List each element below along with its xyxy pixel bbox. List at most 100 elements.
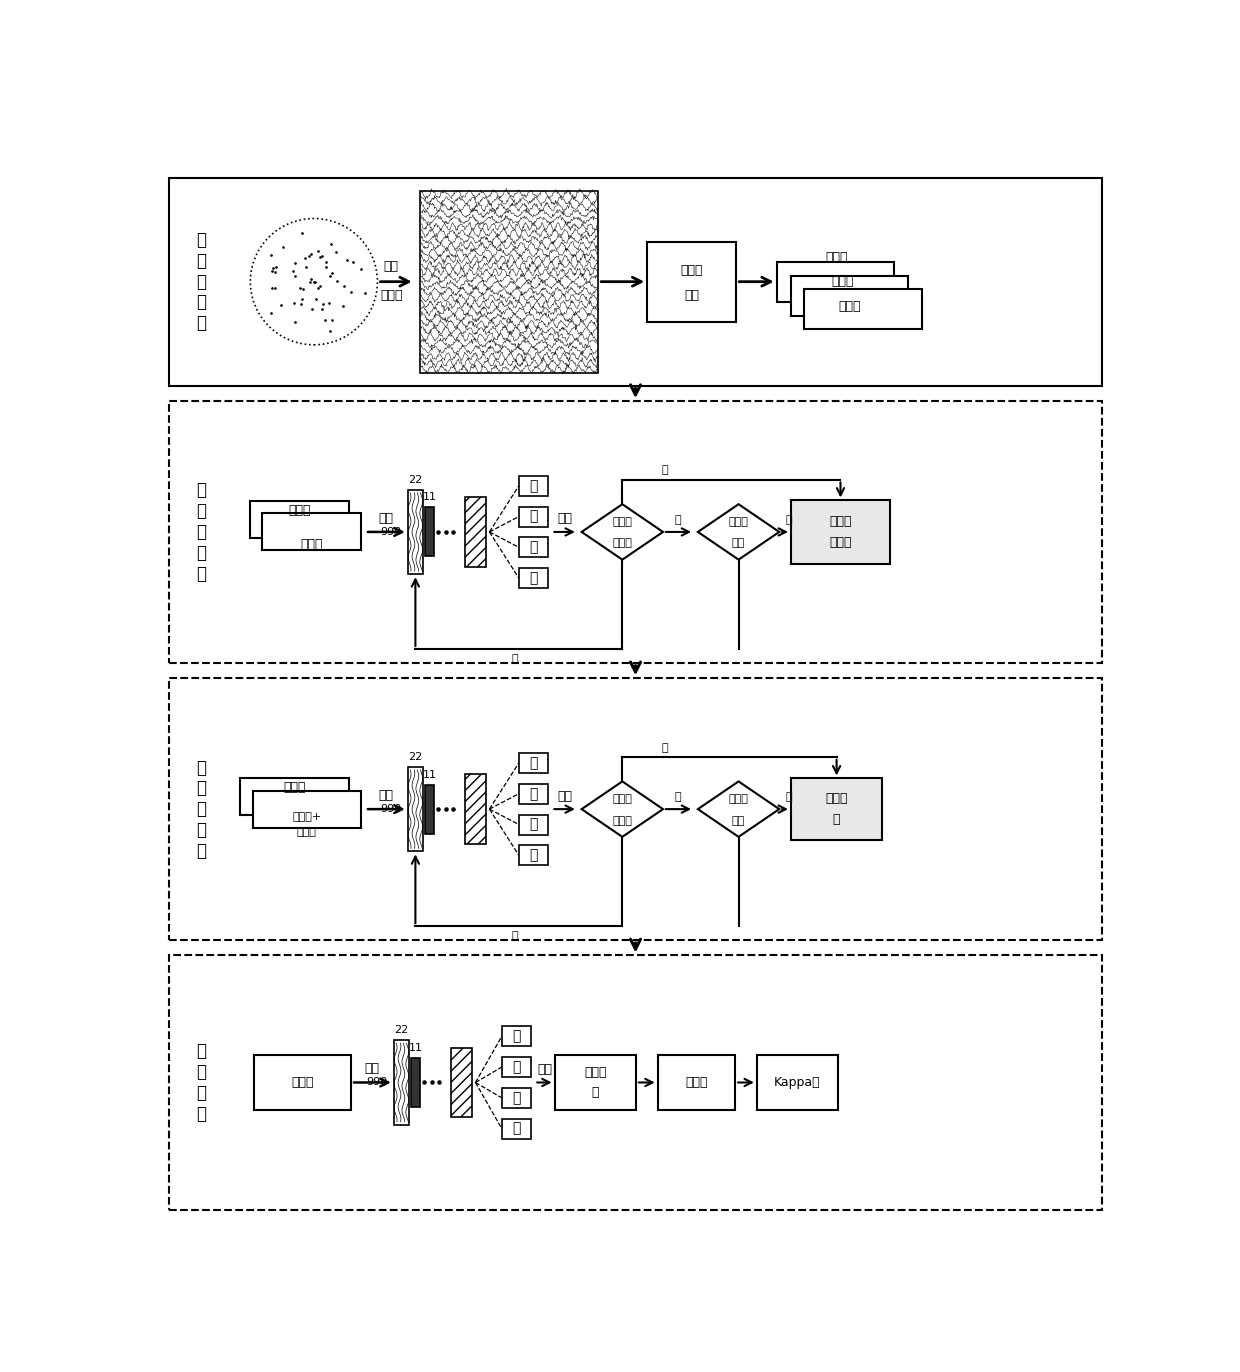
Text: 11: 11	[423, 493, 436, 502]
Text: 验证集: 验证集	[288, 504, 310, 517]
Text: 滤波: 滤波	[384, 259, 399, 273]
Text: 验证: 验证	[557, 789, 572, 803]
Bar	[465, 774, 486, 844]
Bar	[776, 262, 894, 302]
Text: 脚: 脚	[529, 509, 538, 524]
Text: 右: 右	[512, 1091, 521, 1104]
Text: 左: 左	[512, 1122, 521, 1136]
Bar	[518, 506, 548, 527]
Text: 990: 990	[366, 1077, 387, 1088]
Polygon shape	[582, 505, 663, 560]
Bar	[518, 476, 548, 495]
Text: 测试集: 测试集	[291, 1076, 314, 1089]
Text: 990: 990	[379, 527, 402, 536]
Bar	[253, 790, 361, 827]
Text: 990: 990	[379, 804, 402, 814]
Text: 舌: 舌	[512, 1029, 521, 1043]
Bar	[394, 1040, 409, 1125]
Text: 获
取
数
据
集: 获 取 数 据 集	[196, 230, 207, 332]
Text: 训练集: 训练集	[300, 538, 322, 550]
Bar	[518, 538, 548, 557]
Bar	[791, 276, 908, 316]
Text: 测
试
模
型: 测 试 模 型	[196, 1043, 207, 1122]
Bar	[518, 753, 548, 772]
Bar	[262, 513, 361, 550]
Bar	[502, 1026, 531, 1047]
Text: 代次数: 代次数	[613, 538, 632, 549]
Text: 22: 22	[408, 752, 423, 761]
Text: 止训练: 止训练	[830, 536, 852, 549]
Bar	[425, 508, 434, 557]
Polygon shape	[698, 782, 779, 837]
Bar	[451, 1048, 472, 1117]
Text: 准确率: 准确率	[729, 794, 749, 804]
Bar	[169, 401, 1102, 663]
Bar	[249, 501, 348, 538]
Text: 11: 11	[408, 1043, 423, 1052]
Text: 验证集: 验证集	[831, 276, 853, 288]
Text: 是: 是	[785, 514, 792, 524]
Bar	[169, 678, 1102, 940]
Text: 舌: 舌	[529, 756, 538, 770]
Bar	[408, 490, 423, 575]
Text: 验证: 验证	[557, 512, 572, 525]
Bar	[241, 778, 348, 815]
Text: 混淆矩: 混淆矩	[584, 1066, 606, 1078]
Bar	[554, 1055, 636, 1110]
Bar	[518, 783, 548, 804]
Text: 准确率: 准确率	[729, 517, 749, 527]
Text: 右: 右	[529, 818, 538, 831]
Text: 保存模: 保存模	[826, 792, 848, 805]
Bar	[169, 178, 1102, 386]
Bar	[169, 955, 1102, 1210]
Text: 22: 22	[408, 475, 423, 484]
Bar	[518, 568, 548, 589]
Text: 否: 否	[512, 654, 518, 664]
Text: 否: 否	[675, 514, 681, 524]
Text: 结果: 结果	[537, 1063, 552, 1076]
Text: 右: 右	[529, 541, 538, 554]
Bar	[420, 191, 598, 373]
Text: 是: 是	[662, 465, 668, 475]
Text: 验证集: 验证集	[296, 827, 317, 837]
Bar	[791, 778, 883, 840]
Bar	[425, 785, 434, 834]
Text: 脚: 脚	[512, 1061, 521, 1074]
Text: 左: 左	[529, 571, 538, 584]
Bar	[518, 845, 548, 866]
Bar	[657, 1055, 735, 1110]
Text: 是: 是	[662, 742, 668, 752]
Text: 第
二
次
训
练: 第 二 次 训 练	[196, 759, 207, 860]
Bar	[518, 815, 548, 834]
Text: 数据集: 数据集	[681, 265, 703, 277]
Text: 是: 是	[785, 792, 792, 801]
Text: 11: 11	[423, 770, 436, 779]
Text: 重采样: 重采样	[381, 289, 403, 302]
Text: 最大达: 最大达	[613, 517, 632, 527]
Bar	[408, 767, 423, 852]
Text: 划分: 划分	[684, 289, 699, 302]
Text: 验证集: 验证集	[283, 781, 306, 794]
Bar	[502, 1088, 531, 1109]
Bar	[805, 289, 923, 329]
Text: 最大达: 最大达	[613, 794, 632, 804]
Bar	[502, 1118, 531, 1139]
Text: 22: 22	[394, 1025, 408, 1034]
Text: 否: 否	[675, 792, 681, 801]
Bar	[254, 1055, 351, 1110]
Text: 准确率: 准确率	[684, 1076, 708, 1089]
Text: 阵: 阵	[591, 1087, 599, 1099]
Text: 测试: 测试	[365, 1062, 379, 1076]
Text: 下降: 下降	[732, 538, 745, 549]
Polygon shape	[582, 782, 663, 837]
Text: 脚: 脚	[529, 786, 538, 801]
Text: 训练: 训练	[378, 512, 393, 524]
Text: 否: 否	[512, 932, 518, 941]
Bar	[502, 1056, 531, 1077]
Text: 训练集: 训练集	[838, 300, 861, 313]
Text: 型: 型	[833, 814, 841, 826]
Bar	[756, 1055, 838, 1110]
Polygon shape	[698, 505, 779, 560]
Text: 代次数: 代次数	[613, 816, 632, 826]
Text: 左: 左	[529, 848, 538, 863]
